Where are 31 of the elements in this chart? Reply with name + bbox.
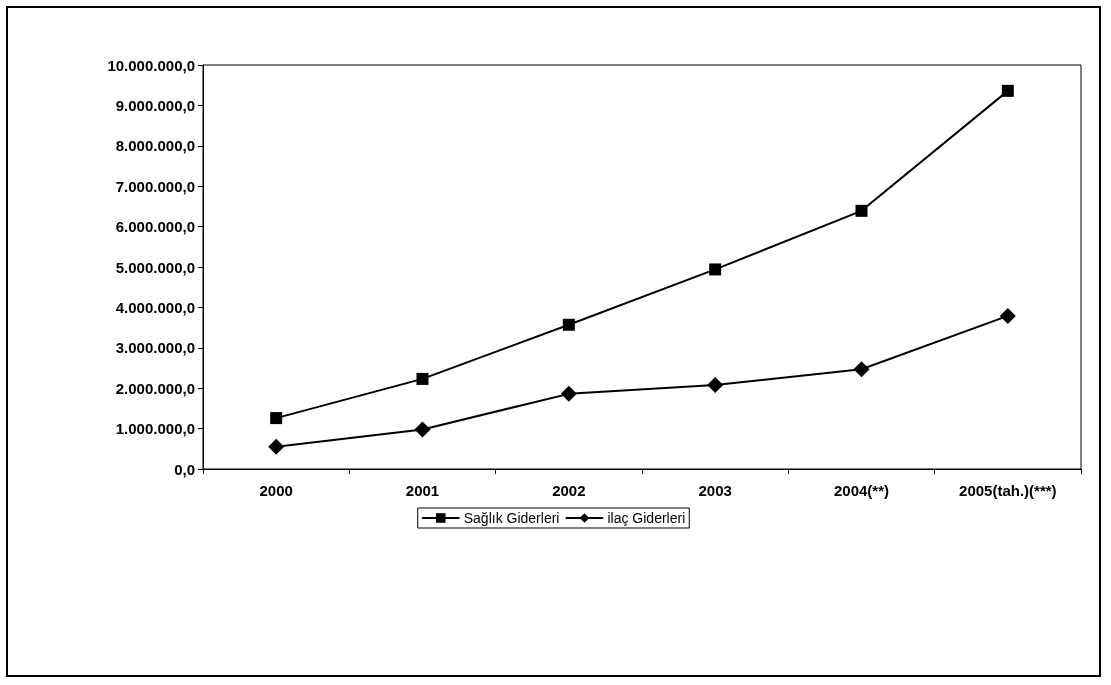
x-tick-label: 2005(tah.)(***) [959, 482, 1057, 499]
y-tick-label: 8.000.000,0 [115, 137, 195, 155]
point [560, 385, 577, 402]
x-tick-label: 2004(**) [833, 482, 890, 499]
x-tick-label: 2000 [259, 482, 293, 499]
point [268, 438, 285, 455]
y-tick-label: 5.000.000,0 [115, 258, 195, 276]
point [707, 376, 724, 393]
y-tick-label: 4.000.000,0 [115, 298, 195, 316]
legend-label: Sağlık Giderleri [463, 510, 560, 526]
point [709, 263, 722, 276]
y-tick-label: 6.000.000,0 [115, 218, 195, 236]
x-tick-label: 2003 [698, 482, 732, 499]
point [416, 372, 429, 385]
point [1001, 84, 1014, 97]
point [562, 318, 575, 331]
y-tick-label: 0,0 [174, 460, 195, 478]
y-tick-label: 1.000.000,0 [115, 420, 195, 438]
x-tick-label: 2002 [552, 482, 586, 499]
point [999, 307, 1016, 324]
x-tick-label: 2001 [405, 482, 440, 499]
point [853, 361, 870, 378]
point [855, 204, 868, 217]
point [414, 421, 431, 438]
point [270, 412, 283, 425]
legend-label: ilaç Giderleri [607, 510, 686, 526]
y-tick-label: 9.000.000,0 [115, 96, 195, 114]
y-tick-label: 3.000.000,0 [115, 339, 195, 357]
y-tick-label: 10.000.000,0 [107, 56, 195, 74]
y-tick-label: 7.000.000,0 [115, 177, 195, 195]
y-tick-label: 2.000.000,0 [115, 379, 195, 397]
